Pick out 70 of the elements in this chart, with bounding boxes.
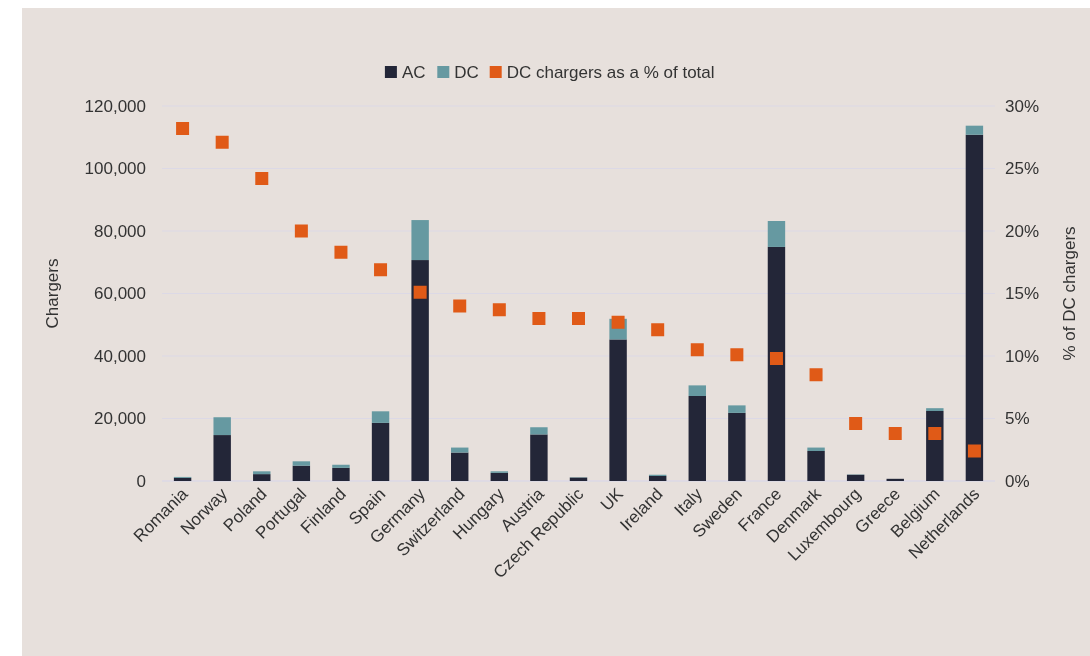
bar <box>648 476 667 481</box>
point <box>374 263 388 277</box>
y2-tick-label: 10% <box>1005 346 1040 366</box>
y2-tick-label: 30% <box>1005 96 1040 116</box>
bar <box>490 472 509 481</box>
y-tick-label: 80,000 <box>94 221 146 241</box>
y2-tick-label: 0% <box>1005 471 1030 491</box>
point <box>928 427 942 440</box>
bar <box>926 408 944 411</box>
bar <box>965 125 984 135</box>
legend-label: DC <box>454 62 479 82</box>
bar <box>332 464 350 468</box>
y-tick-label: 20,000 <box>94 409 146 429</box>
y-tick-label: 40,000 <box>94 346 146 366</box>
bar <box>965 134 984 481</box>
bar <box>846 474 865 481</box>
point <box>888 427 902 440</box>
bar <box>451 452 469 481</box>
legend-label: AC <box>401 62 426 82</box>
bar <box>292 461 311 466</box>
point <box>769 352 783 365</box>
point <box>453 299 467 313</box>
bar <box>292 465 311 481</box>
y2-axis-title: % of DC chargers <box>1060 226 1079 361</box>
bar <box>213 435 231 481</box>
point <box>413 285 427 299</box>
y-tick-label: 0 <box>136 471 146 491</box>
bar <box>530 434 548 481</box>
bar <box>767 221 786 247</box>
point <box>294 224 308 238</box>
point <box>651 323 665 337</box>
bar <box>451 447 469 453</box>
point <box>572 312 585 325</box>
legend-label: DC chargers as a % of total <box>506 62 715 82</box>
y2-tick-label: 15% <box>1005 284 1040 304</box>
point <box>967 444 981 458</box>
y2-tick-label: 20% <box>1005 221 1040 241</box>
point <box>334 245 348 259</box>
y2-tick-label: 5% <box>1005 409 1030 429</box>
bar <box>371 411 390 423</box>
bar <box>253 474 271 481</box>
point <box>255 172 269 185</box>
bar <box>767 246 786 481</box>
y-tick-label: 120,000 <box>84 96 146 116</box>
bar <box>253 471 271 475</box>
bar <box>807 447 825 451</box>
y-tick-label: 60,000 <box>94 284 146 304</box>
y2-tick-label: 25% <box>1005 159 1040 179</box>
bar <box>728 405 746 413</box>
point <box>492 303 506 317</box>
bar <box>688 396 706 481</box>
bar <box>530 427 548 435</box>
bar <box>332 467 350 481</box>
point <box>532 312 546 325</box>
point <box>215 135 229 149</box>
bar <box>728 412 746 481</box>
bar <box>411 220 429 261</box>
y-axis-title: Chargers <box>43 258 62 329</box>
point <box>690 343 704 357</box>
bar <box>371 422 390 481</box>
bar <box>688 385 706 396</box>
point <box>849 417 863 430</box>
y-tick-label: 100,000 <box>84 159 146 179</box>
point <box>176 122 190 135</box>
point <box>809 368 823 382</box>
bar <box>411 260 429 481</box>
point <box>730 348 744 362</box>
bar <box>609 339 627 481</box>
bar <box>213 417 231 436</box>
bar <box>807 451 825 481</box>
